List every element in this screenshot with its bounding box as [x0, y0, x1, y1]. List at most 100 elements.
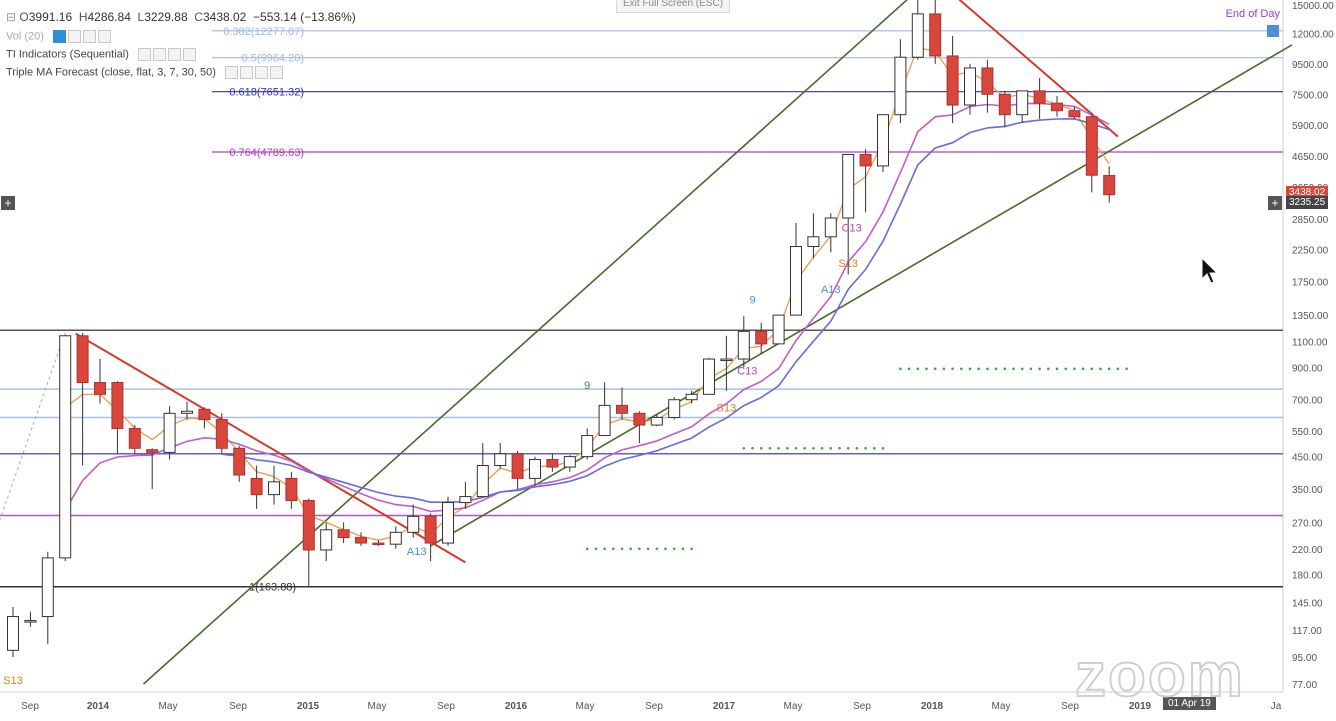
change-value: −553.14 (−13.86%) — [253, 10, 356, 24]
sequential-dot — [1029, 367, 1033, 371]
candle-body — [250, 477, 263, 496]
sequential-dot — [620, 547, 624, 551]
format-icon — [82, 30, 96, 43]
sequential-annotation: S13 — [3, 675, 23, 687]
sequential-dot — [942, 367, 946, 371]
candle-body — [111, 382, 124, 429]
trend-channel-line — [142, 0, 909, 685]
x-tick-label: May — [368, 701, 387, 712]
format-icon — [254, 66, 268, 79]
sequential-annotation: A13 — [821, 284, 841, 296]
x-tick-label: Sep — [645, 701, 663, 712]
sequential-dot — [925, 367, 928, 371]
trend-channel-line — [430, 44, 1293, 547]
sequential-dot — [603, 547, 606, 551]
candle-body — [181, 410, 193, 414]
eye-icon — [137, 48, 151, 61]
resistance-trendline — [75, 332, 466, 564]
low-value: 3229.88 — [144, 10, 188, 24]
sequential-dot — [1055, 367, 1059, 371]
sequential-dot — [907, 367, 911, 371]
sequential-dot — [1003, 367, 1007, 371]
candle-body — [1068, 110, 1081, 118]
close-icon — [269, 66, 283, 79]
eye-icon — [224, 66, 238, 79]
sequential-dot — [690, 547, 693, 551]
indicator-triple-ma[interactable]: Triple MA Forecast (close, flat, 3, 7, 3… — [6, 66, 285, 79]
indicator-volume[interactable]: Vol (20) — [6, 30, 113, 43]
close-icon — [182, 48, 196, 61]
end-of-day-label[interactable]: End of Day — [1225, 8, 1280, 20]
sequential-annotation: S13 — [717, 402, 737, 414]
sequential-dot — [1090, 367, 1094, 371]
candle-body — [546, 459, 559, 468]
y-tick-label: 220.00 — [1292, 545, 1323, 556]
sequential-dot — [664, 547, 667, 551]
y-tick-label: 77.00 — [1292, 680, 1317, 691]
sequential-annotation: A13 — [407, 546, 427, 558]
candle-body — [7, 616, 19, 651]
sequential-dot — [994, 367, 998, 371]
sequential-dot — [933, 367, 937, 371]
candle-body — [755, 330, 768, 345]
sequential-dot — [681, 547, 685, 551]
candle-body — [1051, 102, 1063, 112]
sequential-dot — [846, 447, 850, 450]
sequential-dot — [1116, 367, 1120, 371]
candle-body — [703, 358, 715, 395]
candle-body — [41, 557, 54, 618]
right-add-icon[interactable]: + — [1268, 196, 1282, 210]
candle-body — [598, 404, 611, 437]
candle-body — [59, 335, 72, 559]
y-tick-label: 450.00 — [1292, 453, 1323, 464]
candle-body — [824, 217, 837, 238]
x-tick-label: Sep — [437, 701, 455, 712]
candle-body — [198, 408, 211, 421]
sequential-dot — [881, 447, 885, 450]
candle-body — [1085, 116, 1098, 176]
sequential-dot — [977, 367, 980, 371]
x-tick-label: 2016 — [505, 701, 528, 712]
candle-body — [1033, 90, 1046, 104]
left-add-icon[interactable]: + — [1, 196, 15, 210]
ma-slow-line — [221, 117, 1110, 503]
sequential-dot — [768, 447, 772, 450]
settings-icon — [67, 30, 81, 43]
y-tick-label: 5900.00 — [1292, 121, 1329, 132]
y-tick-label: 12000.00 — [1292, 30, 1334, 41]
sequential-annotation: 9 — [749, 294, 755, 306]
sequential-dot — [1020, 367, 1024, 371]
candle-body — [24, 620, 37, 623]
sequential-dot — [786, 447, 789, 450]
sequential-dot — [1099, 367, 1102, 371]
fib-level-label: 0.764(4789.63) — [229, 147, 304, 159]
sequential-dot — [742, 447, 746, 450]
y-tick-label: 350.00 — [1292, 485, 1323, 496]
exit-fullscreen-button[interactable]: Exit Full Screen (ESC) — [616, 0, 731, 13]
candle-body — [720, 358, 733, 362]
sequential-dot — [968, 367, 972, 371]
x-tick-label: 2017 — [713, 701, 736, 712]
scroll-to-end-icon[interactable] — [1267, 25, 1279, 37]
candle-body — [894, 56, 907, 116]
indicator-sequential[interactable]: TI Indicators (Sequential) — [6, 48, 198, 61]
y-tick-label: 180.00 — [1292, 571, 1323, 582]
sequential-dot — [638, 547, 641, 551]
sequential-dot — [1125, 367, 1128, 371]
y-tick-label: 9500.00 — [1292, 60, 1329, 71]
ohlc-header: ⊟ O3991.16 H4286.84 L3229.88 C3438.02 −5… — [6, 10, 356, 24]
sequential-dot — [1073, 367, 1076, 371]
candle-body — [685, 393, 698, 401]
y-tick-label: 2250.00 — [1292, 245, 1329, 256]
settings-icon — [239, 66, 253, 79]
zoom-watermark: zoom — [1074, 640, 1245, 711]
sequential-dot — [1081, 367, 1085, 371]
y-tick-label: 15000.00 — [1292, 1, 1334, 12]
candle-body — [859, 153, 872, 167]
candle-body — [807, 236, 820, 248]
sequential-dot — [986, 367, 989, 371]
sequential-annotation: C13 — [737, 366, 757, 378]
x-tick-label: May — [784, 701, 803, 712]
